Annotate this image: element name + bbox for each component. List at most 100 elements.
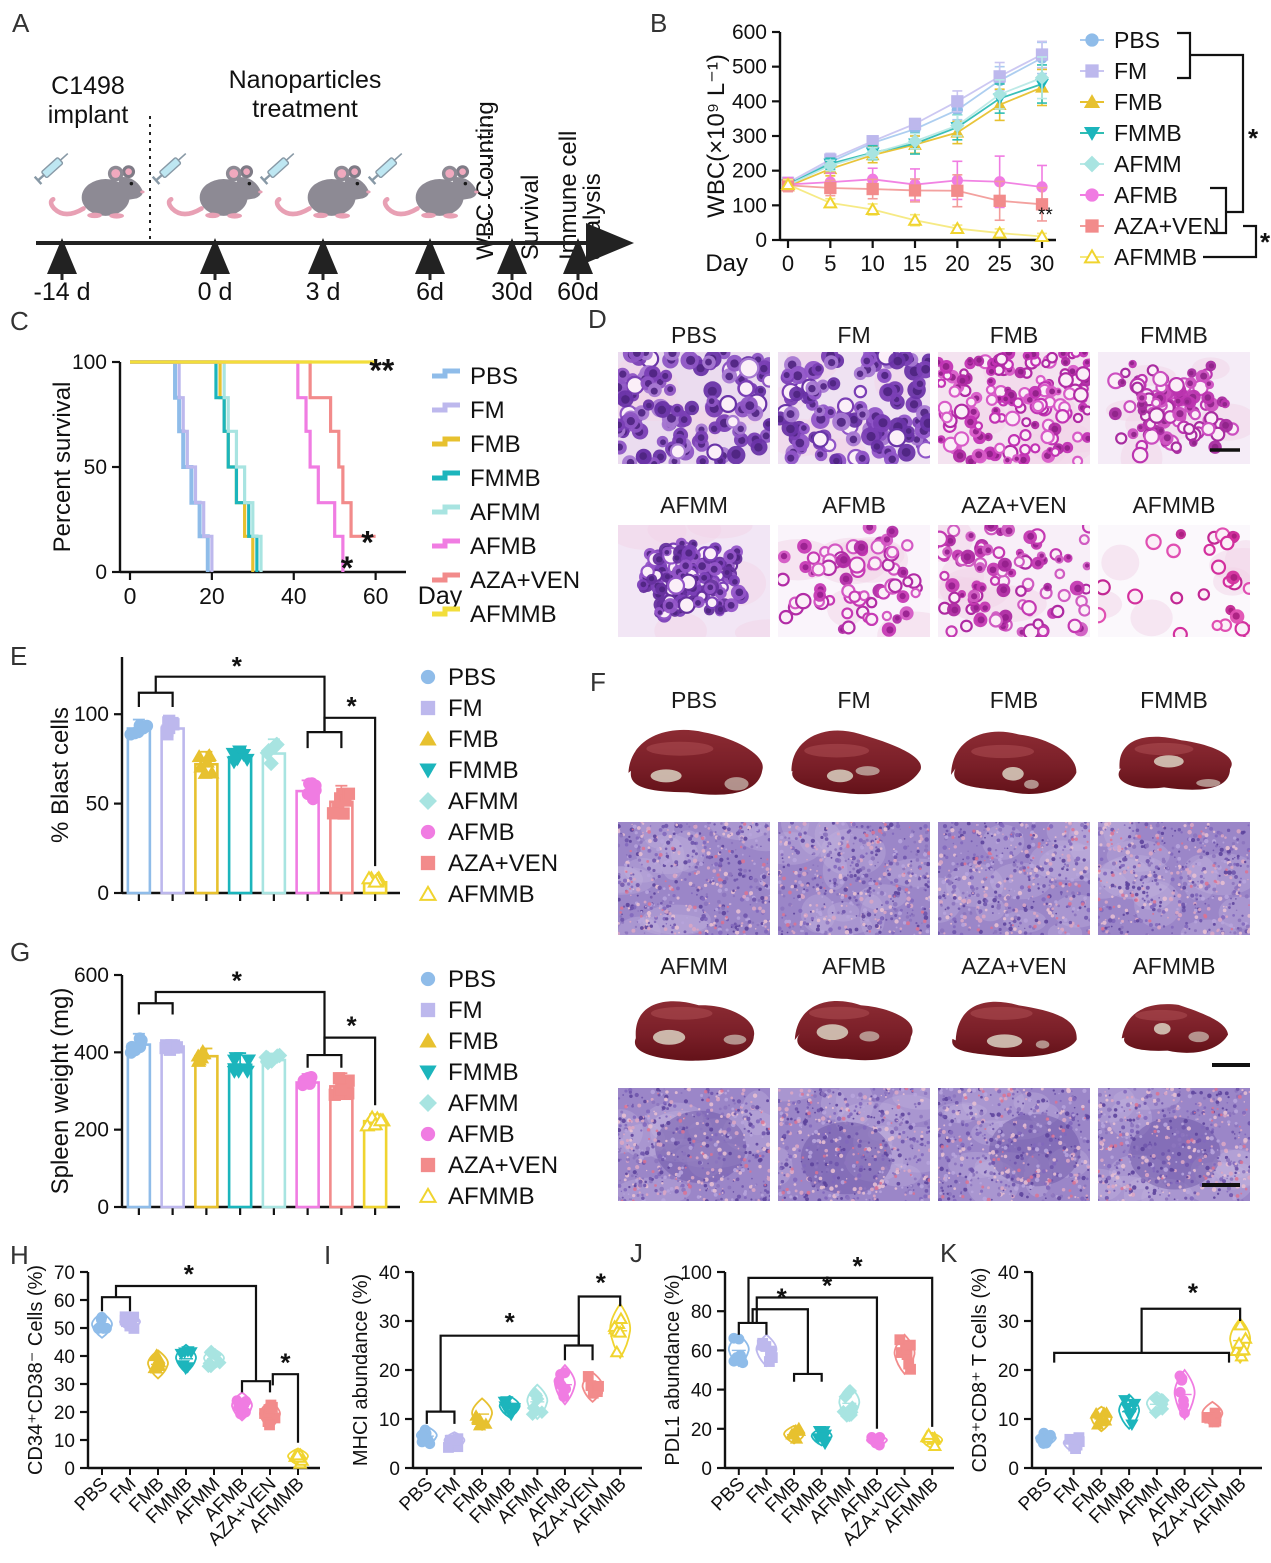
y-tick-label: 20 — [998, 1361, 1019, 1382]
panel-letter-h: H — [10, 1240, 30, 1270]
y-tick-label: 50 — [54, 1319, 75, 1340]
bar — [261, 1058, 287, 1209]
panel-d-blood-smears: D PBS FM FMB FMMB AFMM AFMB AZA+VEN AFMM… — [580, 300, 1271, 640]
significance-star: * — [1260, 227, 1271, 257]
legend-label: FMB — [1114, 89, 1163, 115]
legend-item-PBS: PBS — [420, 664, 496, 691]
spleen-photo-AFMM — [618, 981, 770, 1076]
legend-label: FMB — [470, 431, 521, 458]
spleen-photo-blob — [634, 1001, 755, 1061]
y-tick-label: 20 — [54, 1403, 75, 1424]
y-tick-label: 50 — [86, 793, 109, 816]
y-tick-label: 40 — [379, 1263, 400, 1284]
significance-bracket — [100, 1296, 132, 1312]
spleen-histology-PBS — [618, 822, 770, 935]
spleen-label-fmb: FMB — [989, 687, 1039, 713]
bar — [194, 762, 219, 895]
timepoint-label: 6d — [416, 278, 444, 300]
legend-bracket — [1210, 186, 1228, 235]
bar-group-FMMB — [226, 1052, 257, 1209]
legend-item-AZA+VEN: AZA+VEN — [420, 850, 558, 877]
violin-group-AFMB — [231, 1391, 253, 1422]
panel-f-spleen-images: F PBS FM FMB FMMB AFMM AFMB AZA+VEN AFMM… — [580, 645, 1271, 1240]
y-tick-label: 20 — [379, 1361, 400, 1382]
significance-bracket — [154, 990, 326, 1056]
legend-item-AFMM: AFMM — [419, 1090, 519, 1117]
violin-group-AFMM — [1145, 1390, 1170, 1420]
significance-star: * — [232, 651, 243, 681]
legend-item-AFMB: AFMB — [420, 819, 515, 846]
significance-star: * — [777, 1282, 788, 1312]
significance-bracket — [137, 1002, 174, 1015]
significance-bracket — [747, 1276, 934, 1427]
legend-label: AZA+VEN — [448, 850, 558, 877]
blood-smear-image-FM — [778, 352, 930, 464]
significance-star: * — [361, 525, 374, 561]
violin-group-AFMMB — [919, 1427, 944, 1451]
violin-group-FM — [443, 1431, 466, 1453]
violin-outline — [1229, 1317, 1252, 1365]
legend-item-FM: FM — [1080, 58, 1147, 84]
violin-group-AZA+VEN — [1201, 1400, 1224, 1428]
y-axis-label: MHCI abundance (%) — [350, 1274, 372, 1466]
legend-item-FMB: FMB — [432, 431, 521, 458]
legend-item-FM: FM — [432, 397, 505, 424]
mouse-icon — [382, 165, 479, 219]
panel-letter-i: I — [324, 1240, 333, 1270]
spleen-histology-AFMB — [778, 1088, 930, 1201]
significance-star: * — [184, 1259, 195, 1289]
smear-label-afmm: AFMM — [660, 492, 728, 518]
bar-group-AZA+VEN — [328, 1072, 355, 1209]
significance-bracket — [154, 675, 326, 733]
violin-group-FMB — [783, 1421, 807, 1445]
spleen-photo-FMMB — [1098, 715, 1250, 810]
spleen-histology-FMMB — [1098, 822, 1250, 935]
bar — [160, 727, 185, 895]
mouse-icon — [166, 165, 263, 219]
legend-item-AFMMB: AFMMB — [418, 881, 535, 908]
y-axis-label: CD34⁺CD38⁻ Cells (%) — [25, 1265, 47, 1475]
blood-smear-image-AFMMB — [1098, 525, 1250, 637]
bar — [227, 755, 253, 895]
y-tick-label: 400 — [74, 1041, 109, 1064]
x-tick-label: 40 — [281, 583, 307, 609]
legend-label: FMMB — [448, 1059, 519, 1086]
x-category-label: PBS — [71, 1474, 113, 1516]
legend-label: AFMMB — [470, 601, 557, 628]
spleen-label-afmm: AFMM — [660, 953, 728, 979]
significance-star: * — [232, 966, 243, 996]
survival-curve-FM — [130, 360, 214, 572]
bar-group-FM — [159, 1039, 185, 1209]
x-tick-label: 10 — [860, 251, 884, 276]
significance-bracket — [1053, 1351, 1231, 1363]
bar-group-AFMB — [295, 1070, 320, 1209]
legend-label: FMB — [448, 726, 499, 753]
x-tick-label: 25 — [987, 251, 1011, 276]
violin-group-PBS — [1034, 1427, 1057, 1449]
violin-group-AZA+VEN — [259, 1399, 281, 1431]
blood-smear-image-FMMB — [1098, 352, 1250, 464]
significance-bracket — [137, 691, 174, 708]
y-tick-label: 0 — [389, 1459, 400, 1480]
violin-outline — [91, 1311, 113, 1339]
y-tick-label: 0 — [701, 1459, 712, 1480]
x-tick-label: 60 — [363, 583, 389, 609]
significance-bracket — [1140, 1307, 1242, 1353]
panel-h-cd34-chart: H 0 10 20 30 40 50 60 70 CD34⁺CD38⁻ Cells (%) PBS… — [0, 1240, 325, 1563]
bar-group-AFMMB — [360, 870, 388, 895]
syringe-icon — [33, 152, 69, 185]
significance-star: * — [822, 1271, 833, 1301]
legend-item-AZA+VEN: AZA+VEN — [420, 1152, 558, 1179]
y-axis-label: Percent survival — [49, 382, 76, 553]
scale-bar — [1202, 1183, 1240, 1187]
smear-label-afmmb: AFMMB — [1132, 492, 1216, 518]
timeline-graphic: -14 d 0 d 3 d 6d 30d 60d — [33, 116, 634, 300]
spleen-histology-AZA+VEN — [938, 1088, 1090, 1201]
spleen-label-azaven: AZA+VEN — [961, 953, 1067, 979]
y-tick-label: 600 — [74, 964, 109, 987]
